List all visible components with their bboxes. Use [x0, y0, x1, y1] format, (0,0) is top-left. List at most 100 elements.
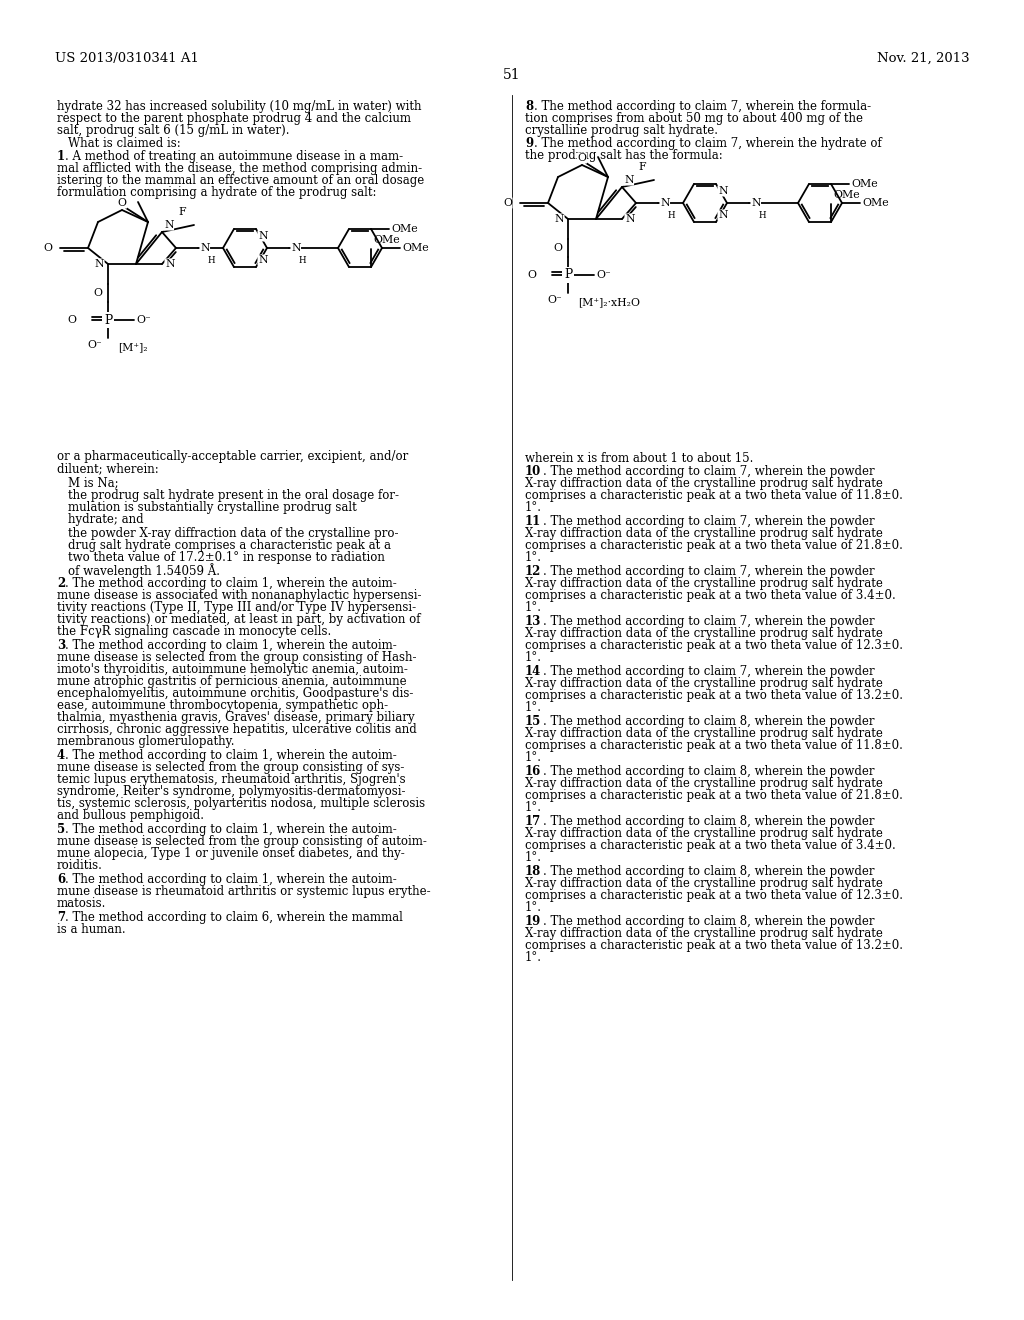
Text: 5: 5 — [57, 822, 66, 836]
Text: 17: 17 — [525, 814, 542, 828]
Text: crystalline prodrug salt hydrate.: crystalline prodrug salt hydrate. — [525, 124, 718, 137]
Text: 2: 2 — [57, 577, 66, 590]
Text: salt, prodrug salt 6 (15 g/mL in water).: salt, prodrug salt 6 (15 g/mL in water). — [57, 124, 290, 137]
Text: O: O — [43, 243, 52, 253]
Text: X-ray diffraction data of the crystalline prodrug salt hydrate: X-ray diffraction data of the crystallin… — [525, 876, 883, 890]
Text: O⁻: O⁻ — [596, 271, 610, 280]
Text: X-ray diffraction data of the crystalline prodrug salt hydrate: X-ray diffraction data of the crystallin… — [525, 828, 883, 840]
Text: 14: 14 — [525, 665, 542, 678]
Text: 11: 11 — [525, 515, 542, 528]
Text: O⁻: O⁻ — [87, 341, 102, 350]
Text: the FcγR signaling cascade in monocyte cells.: the FcγR signaling cascade in monocyte c… — [57, 624, 331, 638]
Text: 1°.: 1°. — [525, 751, 542, 764]
Text: temic lupus erythematosis, rheumatoid arthritis, Sjogren's: temic lupus erythematosis, rheumatoid ar… — [57, 774, 406, 785]
Text: N: N — [660, 198, 670, 209]
Text: mune alopecia, Type 1 or juvenile onset diabetes, and thy-: mune alopecia, Type 1 or juvenile onset … — [57, 847, 404, 861]
Text: matosis.: matosis. — [57, 898, 106, 909]
Text: hydrate; and: hydrate; and — [68, 513, 143, 525]
Text: of wavelength 1.54059 Å.: of wavelength 1.54059 Å. — [68, 564, 220, 578]
Text: P: P — [104, 314, 112, 326]
Text: encephalomyelitis, autoimmune orchitis, Goodpasture's dis-: encephalomyelitis, autoimmune orchitis, … — [57, 686, 414, 700]
Text: the prodrug salt hydrate present in the oral dosage for-: the prodrug salt hydrate present in the … — [68, 488, 399, 502]
Text: . The method according to claim 1, wherein the autoim-: . The method according to claim 1, where… — [65, 639, 396, 652]
Text: comprises a characteristic peak at a two theta value of 11.8±0.: comprises a characteristic peak at a two… — [525, 488, 903, 502]
Text: 51: 51 — [503, 69, 521, 82]
Text: P: P — [564, 268, 572, 281]
Text: N: N — [624, 176, 634, 185]
Text: 1°.: 1°. — [525, 502, 542, 513]
Text: . A method of treating an autoimmune disease in a mam-: . A method of treating an autoimmune dis… — [65, 150, 403, 162]
Text: X-ray diffraction data of the crystalline prodrug salt hydrate: X-ray diffraction data of the crystallin… — [525, 477, 883, 490]
Text: 1°.: 1°. — [525, 902, 542, 913]
Text: thalmia, myasthenia gravis, Graves' disease, primary biliary: thalmia, myasthenia gravis, Graves' dise… — [57, 711, 415, 723]
Text: N: N — [258, 231, 267, 242]
Text: O: O — [503, 198, 512, 209]
Text: 19: 19 — [525, 915, 542, 928]
Text: O: O — [527, 271, 536, 280]
Text: mune disease is rheumatoid arthritis or systemic lupus erythe-: mune disease is rheumatoid arthritis or … — [57, 884, 431, 898]
Text: 1: 1 — [57, 150, 66, 162]
Text: X-ray diffraction data of the crystalline prodrug salt hydrate: X-ray diffraction data of the crystallin… — [525, 627, 883, 640]
Text: comprises a characteristic peak at a two theta value of 13.2±0.: comprises a characteristic peak at a two… — [525, 689, 903, 702]
Text: OMe: OMe — [833, 190, 859, 201]
Text: . The method according to claim 7, wherein the powder: . The method according to claim 7, where… — [543, 565, 874, 578]
Text: O⁻: O⁻ — [136, 315, 151, 325]
Text: comprises a characteristic peak at a two theta value of 3.4±0.: comprises a characteristic peak at a two… — [525, 840, 896, 851]
Text: 12: 12 — [525, 565, 542, 578]
Text: N: N — [291, 243, 300, 253]
Text: Nov. 21, 2013: Nov. 21, 2013 — [878, 51, 970, 65]
Text: What is claimed is:: What is claimed is: — [68, 137, 181, 150]
Text: 7: 7 — [57, 911, 66, 924]
Text: comprises a characteristic peak at a two theta value of 12.3±0.: comprises a characteristic peak at a two… — [525, 639, 903, 652]
Text: 1°.: 1°. — [525, 651, 542, 664]
Text: or a pharmaceutically-acceptable carrier, excipient, and/or: or a pharmaceutically-acceptable carrier… — [57, 450, 409, 463]
Text: roiditis.: roiditis. — [57, 859, 102, 873]
Text: X-ray diffraction data of the crystalline prodrug salt hydrate: X-ray diffraction data of the crystallin… — [525, 577, 883, 590]
Text: formulation comprising a hydrate of the prodrug salt:: formulation comprising a hydrate of the … — [57, 186, 377, 199]
Text: OMe: OMe — [402, 243, 429, 253]
Text: mune disease is selected from the group consisting of Hash-: mune disease is selected from the group … — [57, 651, 417, 664]
Text: 1°.: 1°. — [525, 851, 542, 865]
Text: X-ray diffraction data of the crystalline prodrug salt hydrate: X-ray diffraction data of the crystallin… — [525, 527, 883, 540]
Text: O: O — [93, 288, 102, 298]
Text: N: N — [164, 220, 173, 230]
Text: X-ray diffraction data of the crystalline prodrug salt hydrate: X-ray diffraction data of the crystallin… — [525, 927, 883, 940]
Text: . The method according to claim 7, wherein the formula-: . The method according to claim 7, where… — [534, 100, 871, 114]
Text: H: H — [299, 256, 306, 265]
Text: cirrhosis, chronic aggressive hepatitis, ulcerative colitis and: cirrhosis, chronic aggressive hepatitis,… — [57, 723, 417, 737]
Text: tivity reactions (Type II, Type III and/or Type IV hypersensi-: tivity reactions (Type II, Type III and/… — [57, 601, 416, 614]
Text: . The method according to claim 8, wherein the powder: . The method according to claim 8, where… — [543, 915, 874, 928]
Text: 1°.: 1°. — [525, 950, 542, 964]
Text: 1°.: 1°. — [525, 601, 542, 614]
Text: N: N — [718, 186, 727, 195]
Text: [M⁺]₂·xH₂O: [M⁺]₂·xH₂O — [578, 297, 640, 308]
Text: two theta value of 17.2±0.1° in response to radiation: two theta value of 17.2±0.1° in response… — [68, 550, 385, 564]
Text: 10: 10 — [525, 465, 542, 478]
Text: 9: 9 — [525, 137, 534, 150]
Text: mune disease is selected from the group consisting of autoim-: mune disease is selected from the group … — [57, 836, 427, 847]
Text: tivity reactions) or mediated, at least in part, by activation of: tivity reactions) or mediated, at least … — [57, 612, 421, 626]
Text: wherein x is from about 1 to about 15.: wherein x is from about 1 to about 15. — [525, 451, 754, 465]
Text: N: N — [200, 243, 210, 253]
Text: OMe: OMe — [851, 180, 878, 189]
Text: 15: 15 — [525, 715, 542, 729]
Text: istering to the mammal an effective amount of an oral dosage: istering to the mammal an effective amou… — [57, 174, 424, 187]
Text: O: O — [578, 153, 587, 162]
Text: membranous glomerulopathy.: membranous glomerulopathy. — [57, 735, 234, 748]
Text: 16: 16 — [525, 766, 542, 777]
Text: H: H — [668, 211, 676, 220]
Text: 1°.: 1°. — [525, 701, 542, 714]
Text: 8: 8 — [525, 100, 534, 114]
Text: N: N — [165, 259, 174, 269]
Text: drug salt hydrate comprises a characteristic peak at a: drug salt hydrate comprises a characteri… — [68, 539, 391, 552]
Text: . The method according to claim 7, wherein the hydrate of: . The method according to claim 7, where… — [534, 137, 882, 150]
Text: 1°.: 1°. — [525, 801, 542, 814]
Text: N: N — [718, 210, 727, 220]
Text: . The method according to claim 1, wherein the autoim-: . The method according to claim 1, where… — [65, 748, 396, 762]
Text: X-ray diffraction data of the crystalline prodrug salt hydrate: X-ray diffraction data of the crystallin… — [525, 677, 883, 690]
Text: 18: 18 — [525, 865, 542, 878]
Text: . The method according to claim 8, wherein the powder: . The method according to claim 8, where… — [543, 865, 874, 878]
Text: F: F — [638, 162, 646, 172]
Text: N: N — [751, 198, 761, 209]
Text: [M⁺]₂: [M⁺]₂ — [118, 342, 147, 352]
